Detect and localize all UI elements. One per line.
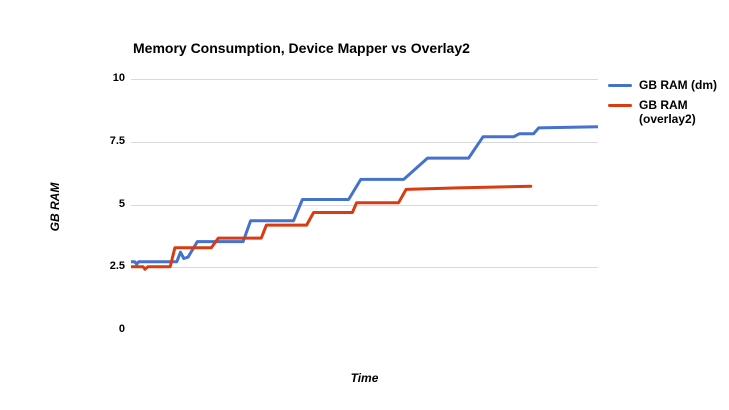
- y-axis-title: GB RAM: [48, 182, 62, 232]
- y-tick-label: 10: [112, 72, 125, 84]
- series-line-dm: [131, 125, 598, 266]
- legend-entry-overlay2: GB RAM (overlay2): [608, 98, 717, 126]
- y-tick-label: 7.5: [109, 134, 125, 147]
- plot-area: [131, 79, 598, 271]
- dm-series-swatch-icon: [608, 84, 632, 87]
- legend-label-overlay2: GB RAM (overlay2): [639, 98, 696, 126]
- y-tick-label: 2.5: [109, 260, 125, 273]
- series-line-overlay2: [131, 184, 533, 271]
- legend-label-dm: GB RAM (dm): [639, 78, 717, 92]
- chart-title: Memory Consumption, Device Mapper vs Ove…: [133, 40, 470, 56]
- x-axis-title: Time: [350, 371, 379, 385]
- y-tick-label: 5: [118, 197, 125, 210]
- overlay2-series-swatch-icon: [608, 104, 632, 107]
- legend-entry-dm: GB RAM (dm): [608, 78, 717, 92]
- legend: GB RAM (dm) GB RAM (overlay2): [608, 78, 717, 126]
- y-tick-label: 0: [118, 323, 125, 335]
